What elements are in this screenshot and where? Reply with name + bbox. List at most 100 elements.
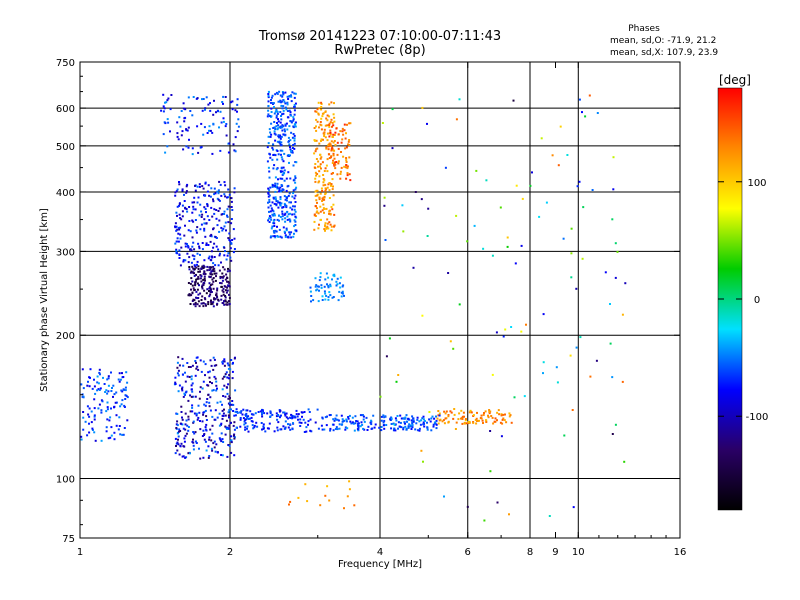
data-point — [325, 164, 328, 167]
data-point — [520, 330, 523, 333]
data-point — [336, 428, 339, 431]
data-point — [202, 98, 205, 100]
data-point — [322, 184, 325, 187]
data-point — [272, 235, 275, 238]
data-point — [303, 411, 306, 413]
data-point — [482, 247, 485, 250]
data-point — [174, 381, 177, 384]
data-point — [202, 411, 205, 414]
data-point — [291, 428, 294, 431]
data-point — [183, 120, 186, 123]
data-point — [521, 197, 524, 200]
data-point — [227, 367, 230, 370]
data-point — [275, 412, 278, 415]
data-point — [458, 98, 461, 101]
data-point — [319, 123, 322, 126]
data-point — [205, 242, 208, 245]
data-point — [410, 428, 413, 430]
data-point — [447, 414, 450, 416]
data-point — [279, 186, 282, 189]
data-point — [514, 262, 517, 265]
data-point — [294, 194, 297, 197]
data-point — [222, 412, 225, 415]
data-point — [126, 396, 129, 399]
data-point — [160, 109, 163, 112]
data-point — [218, 412, 221, 415]
data-point — [289, 424, 292, 426]
data-point — [450, 411, 453, 414]
data-point — [276, 150, 279, 152]
data-point — [345, 177, 348, 180]
data-point — [282, 93, 285, 96]
data-point — [217, 198, 220, 201]
data-point — [211, 152, 214, 155]
data-point — [267, 135, 270, 138]
data-point — [333, 102, 335, 105]
data-point — [327, 148, 330, 151]
data-point — [188, 206, 191, 208]
data-point — [176, 432, 179, 435]
data-point — [267, 201, 269, 204]
data-point — [219, 110, 222, 113]
data-point — [271, 209, 274, 212]
data-point — [290, 131, 293, 134]
data-point — [319, 504, 322, 507]
data-point — [316, 194, 319, 197]
data-point — [584, 115, 587, 118]
data-point — [247, 415, 250, 418]
data-point — [232, 361, 234, 364]
data-point — [192, 220, 195, 223]
data-point — [94, 392, 97, 395]
data-point — [175, 229, 178, 232]
data-point — [418, 429, 421, 432]
data-point — [314, 421, 317, 424]
data-point — [93, 431, 96, 434]
data-point — [194, 281, 197, 284]
data-point — [512, 99, 515, 102]
data-point — [488, 410, 491, 413]
data-point — [480, 414, 483, 417]
data-point — [285, 229, 288, 232]
data-point — [398, 425, 401, 428]
data-point — [196, 185, 199, 188]
data-point — [205, 96, 208, 99]
data-point — [283, 411, 286, 414]
data-point — [115, 391, 118, 394]
data-point — [321, 161, 324, 164]
data-point — [289, 111, 292, 114]
data-point — [213, 208, 216, 211]
data-point — [589, 375, 592, 378]
data-point — [251, 424, 254, 427]
data-point — [192, 431, 195, 433]
data-point — [332, 124, 335, 127]
data-point — [199, 277, 202, 280]
data-point — [460, 417, 462, 420]
data-point — [215, 292, 218, 295]
data-point — [192, 205, 195, 208]
data-point — [191, 245, 194, 248]
data-point — [338, 290, 341, 293]
data-point — [395, 380, 398, 383]
data-point — [402, 426, 405, 429]
data-point — [203, 271, 206, 274]
data-point — [340, 291, 343, 294]
data-point — [166, 99, 169, 102]
x-axis-label: Frequency [MHz] — [338, 559, 422, 570]
data-point — [433, 422, 436, 425]
data-point — [499, 206, 502, 209]
data-point — [222, 227, 225, 230]
data-point — [339, 177, 342, 180]
data-point — [337, 299, 340, 302]
data-point — [164, 101, 166, 104]
data-point — [181, 416, 183, 419]
data-point — [274, 139, 277, 142]
x-tick-label: 16 — [674, 547, 687, 558]
data-point — [275, 203, 278, 206]
data-point — [214, 409, 217, 412]
data-point — [211, 432, 214, 435]
data-point — [545, 201, 548, 204]
data-point — [557, 164, 560, 167]
data-point — [426, 428, 429, 431]
data-point — [491, 416, 494, 419]
data-point — [306, 500, 309, 503]
